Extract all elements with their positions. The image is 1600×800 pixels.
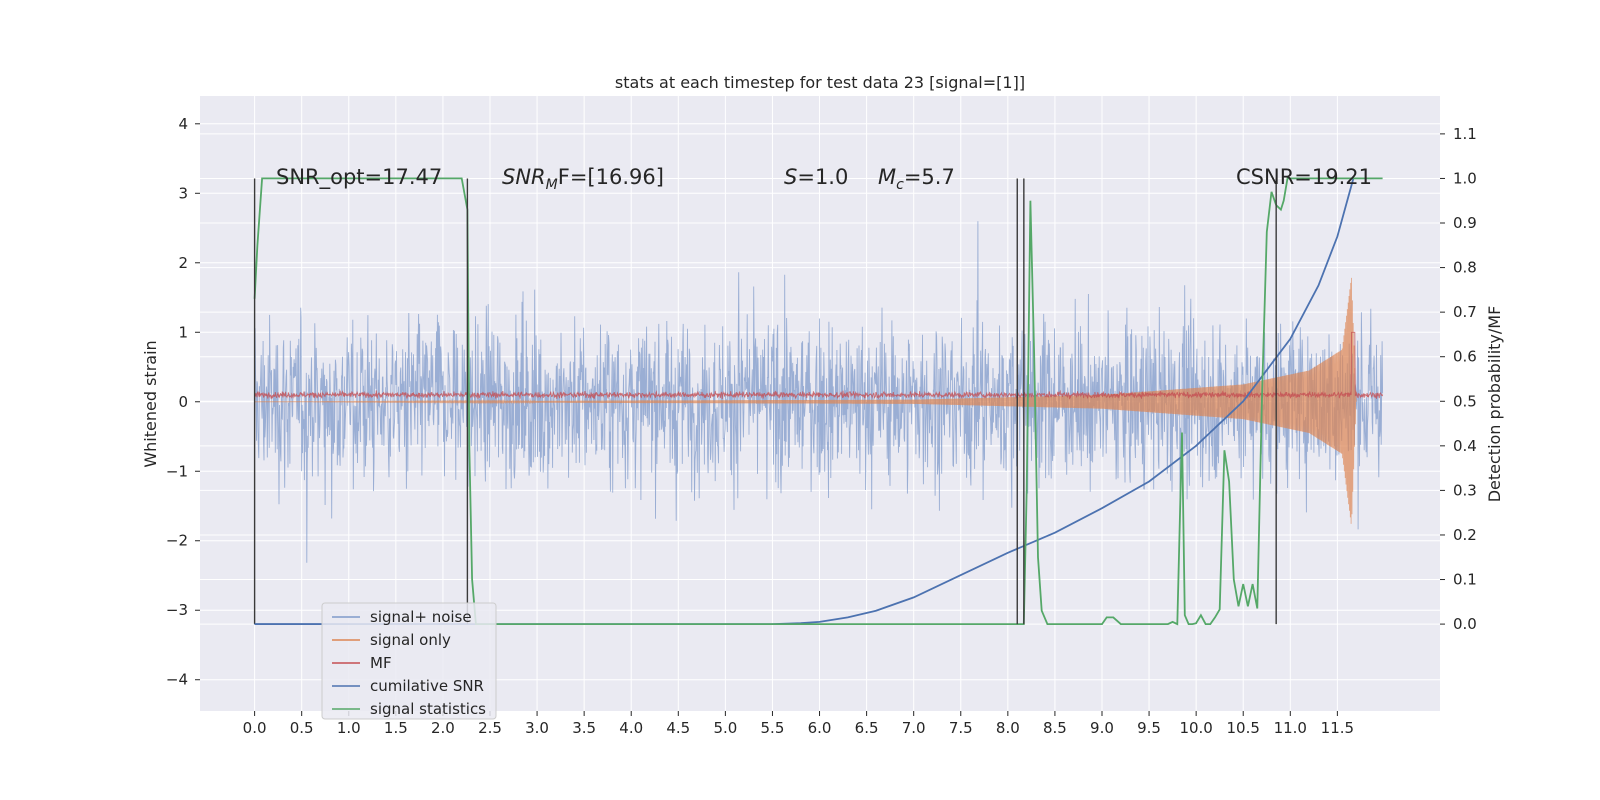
series-signal-only (254, 277, 1357, 524)
legend-label-cumulative-snr: cumilative SNR (370, 677, 484, 695)
y-tick-label: 0 (178, 393, 188, 411)
y-tick-label: 2 (178, 254, 188, 272)
y-tick-label: 3 (178, 184, 188, 202)
legend-label-signal-only: signal only (370, 631, 451, 649)
x-tick-label: 9.5 (1137, 719, 1161, 737)
annotation-snr-mf-main: SNR (502, 165, 546, 189)
x-tick-label: 10.0 (1179, 719, 1212, 737)
y2-tick-label: 0.0 (1453, 615, 1477, 633)
annotation-mc-main: M (878, 165, 896, 189)
x-tick-label: 9.0 (1090, 719, 1114, 737)
annotation-csnr: CSNR=19.21 (1236, 165, 1372, 189)
x-tick-label: 4.0 (619, 719, 643, 737)
series-layer (253, 177, 1384, 626)
y2-tick-label: 1.0 (1453, 169, 1477, 187)
vertical-markers (253, 178, 1277, 625)
y2-tick-label: 0.5 (1453, 392, 1477, 410)
y-tick-label: 4 (178, 115, 188, 133)
series-cumulative-snr (254, 178, 1355, 625)
y-tick-label: −2 (166, 532, 188, 550)
x-tick-label: 5.5 (761, 719, 785, 737)
y2-tick-label: 0.2 (1453, 526, 1477, 544)
x-tick-label: 11.0 (1274, 719, 1307, 737)
x-tick-label: 6.0 (808, 719, 832, 737)
annotation-mc-sub: c (896, 177, 904, 193)
annotation-s-label: S (784, 165, 797, 189)
x-tick-label: 2.5 (478, 719, 502, 737)
annotation-snr-mf-rest: F=[16.96] (558, 165, 664, 189)
ticks: 0.0 0.5 1.0 1.5 2.0 2.5 3.0 3.5 4.0 4.5 5.0 5.5 6.0 6… (166, 115, 1477, 737)
series-mf (254, 331, 1384, 400)
annotation-s-value: =1.0 (797, 165, 848, 189)
x-tick-label: 5.0 (713, 719, 737, 737)
y2-tick-label: 0.8 (1453, 259, 1477, 277)
annotation-snr-mf-sub: M (546, 177, 558, 193)
x-tick-label: 8.5 (1043, 719, 1067, 737)
x-tick-label: 7.0 (902, 719, 926, 737)
annotation-snr-mf: SNRMF=[16.96] (502, 165, 664, 193)
x-tick-label: 8.0 (996, 719, 1020, 737)
y-tick-label: −1 (166, 462, 188, 480)
x-tick-label: 11.5 (1321, 719, 1354, 737)
y2-axis-label: Detection probability/MF (1485, 306, 1504, 503)
legend-label-signal-noise: signal+ noise (370, 608, 472, 626)
y2-tick-label: 0.1 (1453, 571, 1477, 589)
annotation-mc-value: =5.7 (904, 165, 955, 189)
x-tick-label: 2.0 (431, 719, 455, 737)
x-tick-label: 6.5 (855, 719, 879, 737)
x-tick-label: 1.5 (384, 719, 408, 737)
x-tick-label: 10.5 (1227, 719, 1260, 737)
y-tick-label: 1 (178, 323, 188, 341)
y-tick-label: −4 (166, 671, 188, 689)
x-tick-label: 0.5 (290, 719, 314, 737)
x-tick-label: 3.0 (525, 719, 549, 737)
x-tick-label: 0.0 (243, 719, 267, 737)
y2-tick-label: 0.3 (1453, 481, 1477, 499)
annotation-mc: Mc=5.7 (878, 165, 955, 193)
x-tick-label: 4.5 (666, 719, 690, 737)
series-signal-statistics (253, 177, 1383, 626)
legend-label-signal-statistics: signal statistics (370, 700, 486, 718)
y2-tick-label: 0.6 (1453, 348, 1477, 366)
legend-label-mf: MF (370, 654, 392, 672)
x-tick-label: 3.5 (572, 719, 596, 737)
legend: signal+ noise signal only MF cumilative … (321, 602, 497, 720)
annotation-snr-opt: SNR_opt=17.47 (276, 165, 442, 190)
series-signal-noise (254, 221, 1384, 563)
y-axis-label: Whitened strain (141, 340, 160, 467)
chart-title: stats at each timestep for test data 23 … (615, 73, 1025, 92)
x-tick-label: 7.5 (949, 719, 973, 737)
annotation-s: S=1.0 (784, 165, 848, 189)
legend-box (321, 602, 497, 720)
y-tick-label: −3 (166, 601, 188, 619)
y2-tick-label: 1.1 (1453, 125, 1477, 143)
y2-tick-label: 0.7 (1453, 303, 1477, 321)
y2-tick-label: 0.4 (1453, 437, 1477, 455)
x-tick-label: 1.0 (337, 719, 361, 737)
y2-tick-label: 0.9 (1453, 214, 1477, 232)
